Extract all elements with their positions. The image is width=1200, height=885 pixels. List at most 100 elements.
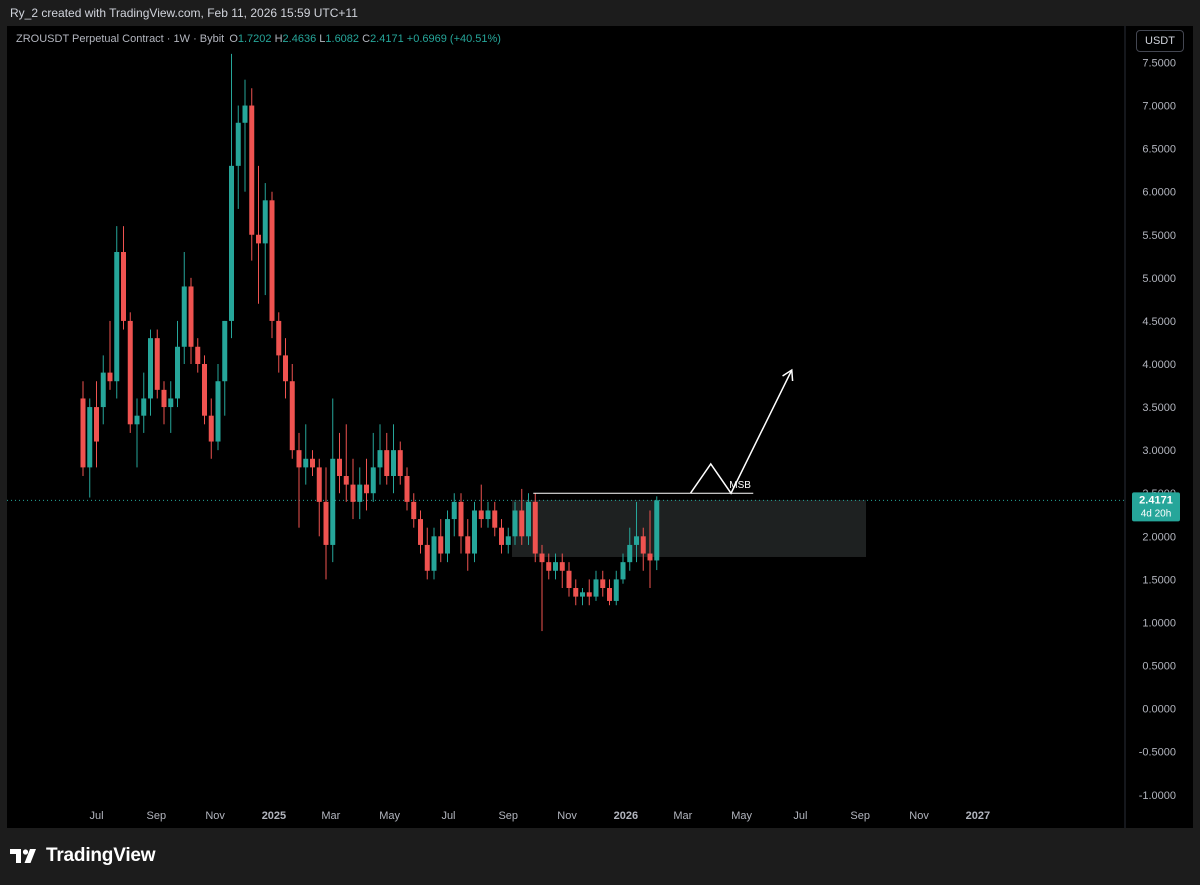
candle (114, 226, 120, 399)
chart-caption: Ry_2 created with TradingView.com, Feb 1… (10, 6, 358, 20)
time-tick-label: Jul (793, 810, 807, 822)
time-tick-label: 2026 (614, 810, 638, 822)
candle (343, 424, 349, 502)
price-tick-label: 0.0000 (1142, 704, 1176, 716)
candle (249, 88, 255, 261)
candle (107, 320, 113, 390)
candle (492, 501, 498, 537)
candle-body (451, 501, 457, 520)
candle (350, 458, 356, 520)
price-tick-label: -0.5000 (1139, 747, 1176, 759)
candle (586, 579, 592, 606)
candle (600, 570, 606, 597)
candle (357, 467, 363, 520)
last-price-value: 2.4171 (1139, 494, 1173, 506)
candle-body (458, 501, 464, 537)
candle (235, 105, 241, 209)
low-value: 1.6082 (325, 33, 360, 45)
candle (303, 424, 309, 485)
candle (593, 570, 599, 601)
candle-body (634, 536, 640, 545)
footer-brand-text: TradingView (46, 845, 156, 866)
candle-body (546, 562, 552, 571)
open-label: O (229, 33, 238, 45)
candle-body (559, 562, 565, 571)
currency-button[interactable]: USDT (1136, 30, 1184, 52)
candle (283, 338, 289, 399)
candle (532, 493, 538, 563)
candle (134, 398, 140, 468)
candle (404, 467, 410, 511)
chart-panel[interactable]: MSB 7.5000 7.0000 6.5000 6.0000 5.5000 5.0000… (7, 26, 1193, 828)
time-tick-label: Sep (498, 810, 518, 822)
candle-body (553, 562, 559, 571)
candle-body (80, 398, 86, 468)
candle-body (337, 458, 343, 476)
candle-body (499, 527, 505, 545)
candle (94, 381, 100, 468)
candle-body (404, 476, 410, 502)
candle-body (134, 415, 140, 425)
candle-body (607, 588, 613, 601)
candle-body (215, 381, 221, 442)
candle (215, 364, 221, 451)
candle-body (269, 200, 275, 321)
candle-body (235, 122, 241, 166)
candle (539, 544, 545, 632)
time-tick-label: May (379, 810, 400, 822)
demand-zone (512, 500, 867, 557)
time-tick-label: May (731, 810, 752, 822)
candle (127, 312, 133, 433)
candle-body (87, 407, 93, 468)
candle-body (370, 467, 376, 494)
bar-countdown: 4d 20h (1141, 508, 1172, 519)
candle-body (242, 105, 248, 123)
candle (208, 398, 214, 459)
candle (87, 398, 93, 498)
candle-body (107, 372, 113, 382)
candle-body (357, 484, 363, 502)
candle-body (377, 450, 383, 468)
tradingview-logo-icon (10, 849, 36, 863)
candle (337, 432, 343, 494)
open-value: 1.7202 (237, 33, 272, 45)
price-tick-label: 5.5000 (1142, 230, 1176, 242)
candle-body (438, 536, 444, 554)
time-tick-label: Nov (205, 810, 225, 822)
candle (141, 372, 147, 433)
candle (202, 355, 208, 425)
price-tick-label: 7.5000 (1142, 57, 1176, 69)
candle (148, 329, 154, 416)
price-tick-label: 2.0000 (1142, 531, 1176, 543)
time-tick-label: Nov (557, 810, 577, 822)
zone-layer (512, 500, 867, 557)
candle (222, 320, 228, 416)
last-price-box (1132, 492, 1180, 522)
candle (418, 510, 424, 554)
candle (505, 527, 511, 554)
candle-body (161, 389, 167, 408)
candle-body (181, 286, 187, 347)
candle (269, 191, 275, 339)
candle-body (364, 484, 370, 494)
symbol-title[interactable]: ZROUSDT Perpetual Contract · 1W · Bybit (16, 33, 225, 45)
candle-body (94, 407, 100, 442)
candle (499, 519, 505, 554)
candle (566, 562, 572, 597)
candle (472, 501, 478, 563)
candle-body (303, 458, 309, 468)
candle (256, 165, 262, 304)
candle-body (195, 346, 201, 364)
candle-body (613, 579, 619, 601)
candle-body (208, 415, 214, 442)
candle (546, 553, 552, 580)
time-tick-label: Mar (673, 810, 692, 822)
candle (154, 329, 160, 399)
candle-body (391, 450, 397, 476)
candle (100, 355, 106, 425)
change-value: +0.6969 (+40.51%) (406, 33, 501, 45)
candle-body (526, 501, 532, 537)
time-tick-label: Nov (909, 810, 929, 822)
candlestick-chart[interactable]: MSB 7.5000 7.0000 6.5000 6.0000 5.5000 5.0000… (7, 26, 1193, 828)
time-tick-label: 2027 (966, 810, 990, 822)
